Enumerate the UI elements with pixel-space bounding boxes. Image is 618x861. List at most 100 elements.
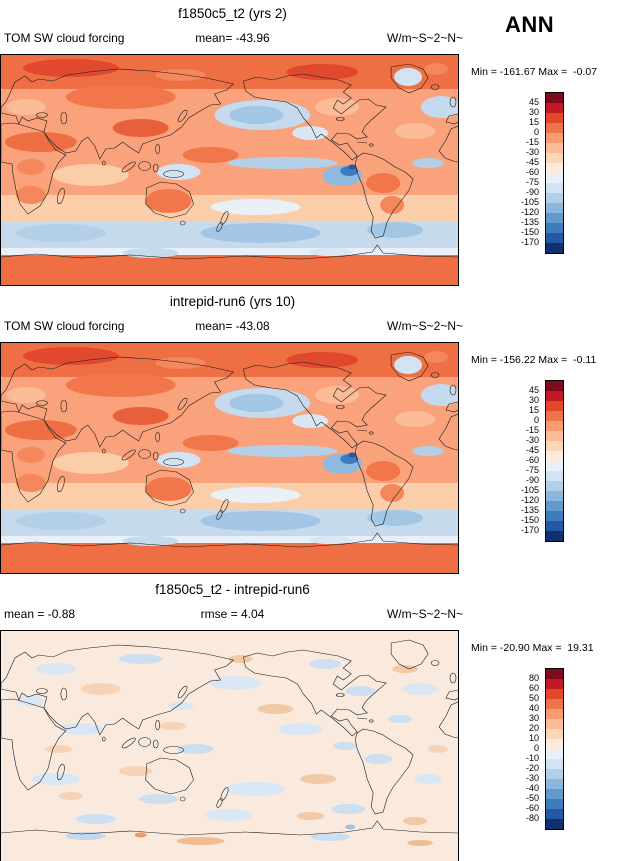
colorbar-cell <box>546 759 563 769</box>
colorbar-cell <box>546 223 563 233</box>
world-map-svg-3 <box>1 631 458 861</box>
colorbar-tick-label: 80 <box>528 673 539 683</box>
minmax-label: Min = -156.22 Max = -0.11 <box>471 354 597 366</box>
season-label: ANN <box>505 12 555 37</box>
panel-subheader: TOM SW cloud forcing mean= -43.08 W/m~S~… <box>0 319 465 334</box>
colorbar-tick-label: -150 <box>520 227 539 237</box>
colorbar-tick-label: 45 <box>528 385 539 395</box>
minmax-label: Min = -20.90 Max = 19.31 <box>471 642 594 654</box>
colorbar-tick-label: -135 <box>520 217 539 227</box>
colorbar-cell <box>546 193 563 203</box>
colorbar-cell <box>546 491 563 501</box>
colorbar: 45 30 15 0 -15 -30 -45 -60 -75 -90 -105 -120 -135 -15… <box>511 380 611 542</box>
colorbar-tick-label: -150 <box>520 515 539 525</box>
colorbar-tick-label: -105 <box>520 485 539 495</box>
colorbar-cell <box>546 531 563 541</box>
colorbar-strip <box>545 668 564 830</box>
colorbar-cell <box>546 411 563 421</box>
colorbar-tick-label: -80 <box>525 813 539 823</box>
map-row: Min = -161.67 Max = -0.07 45 30 15 0 -15 -30-… <box>0 54 618 286</box>
colorbar-cell <box>546 809 563 819</box>
colorbar-cell <box>546 173 563 183</box>
rmse-label: rmse = 4.04 <box>200 607 265 621</box>
colorbar-tick-label: 30 <box>528 107 539 117</box>
colorbar-cell <box>546 153 563 163</box>
world-map-svg-1 <box>1 55 458 285</box>
panel-title: f1850c5_t2 - intrepid-run6 <box>155 582 310 597</box>
colorbar-strip <box>545 92 564 254</box>
colorbar-tick-label: -30 <box>525 147 539 157</box>
colorbar-tick-label: -40 <box>525 783 539 793</box>
colorbar-tick-label: 45 <box>528 97 539 107</box>
colorbar-cell <box>546 113 563 123</box>
colorbar-tick-label: -60 <box>525 803 539 813</box>
colorbar-cell <box>546 431 563 441</box>
contour-field <box>1 631 458 861</box>
colorbar-tick-label: 30 <box>528 713 539 723</box>
variable-label: TOM SW cloud forcing <box>4 31 125 45</box>
colorbar-tick-label: -170 <box>520 525 539 535</box>
colorbar-tick-label: 0 <box>533 415 539 425</box>
colorbar-cell <box>546 183 563 193</box>
map-plot-2 <box>0 342 459 574</box>
colorbar-cell <box>546 729 563 739</box>
contour-field <box>1 55 458 285</box>
colorbar-tick-label: -50 <box>525 793 539 803</box>
colorbar-cell <box>546 669 563 679</box>
panel-title: intrepid-run6 (yrs 10) <box>169 294 296 309</box>
colorbar-cell <box>546 163 563 173</box>
colorbar-cell <box>546 481 563 491</box>
colorbar-cell <box>546 203 563 213</box>
colorbar-cell <box>546 501 563 511</box>
panel-case2: intrepid-run6 (yrs 10) TOM SW cloud forc… <box>0 286 618 574</box>
minmax-label: Min = -161.67 Max = -0.07 <box>471 66 598 78</box>
colorbar-tick-label: -30 <box>525 773 539 783</box>
world-map-svg-2 <box>1 343 458 573</box>
colorbar-cell <box>546 133 563 143</box>
colorbar-cell <box>546 441 563 451</box>
colorbar-tick-label: -60 <box>525 455 539 465</box>
colorbar-cell <box>546 699 563 709</box>
map-sidebar: Min = -161.67 Max = -0.07 45 30 15 0 -15 -30-… <box>459 54 611 286</box>
colorbar-cell <box>546 103 563 113</box>
colorbar-cell <box>546 689 563 699</box>
colorbar-tick-label: 0 <box>533 743 539 753</box>
mean-label: mean= -43.96 <box>195 31 270 45</box>
colorbar-tick-label: 0 <box>533 127 539 137</box>
colorbar-cell <box>546 739 563 749</box>
colorbar-cell <box>546 461 563 471</box>
colorbar: 80 60 50 40 30 20 10 0 -10 -20 -30 -40 -50 -60 -80 <box>511 668 611 830</box>
colorbar-tick-label: 10 <box>528 733 539 743</box>
map-row: Min = -156.22 Max = -0.11 45 30 15 0 -15 -30-… <box>0 342 618 574</box>
colorbar-tick-label: -170 <box>520 237 539 247</box>
colorbar-tick-label: -90 <box>525 475 539 485</box>
colorbar-tick-label: -105 <box>520 197 539 207</box>
colorbar-tick-label: -10 <box>525 753 539 763</box>
colorbar-cell <box>546 789 563 799</box>
colorbar-cell <box>546 471 563 481</box>
colorbar-tick-label: -15 <box>525 425 539 435</box>
colorbar-tick-label: 20 <box>528 723 539 733</box>
colorbar-cell <box>546 391 563 401</box>
colorbar: 45 30 15 0 -15 -30 -45 -60 -75 -90 -105 -120 -135 -15… <box>511 92 611 254</box>
colorbar-cell <box>546 233 563 243</box>
panel-subheader: mean = -0.88 rmse = 4.04 W/m~S~2~N~ <box>0 607 465 622</box>
colorbar-cell <box>546 819 563 829</box>
colorbar-cell <box>546 243 563 253</box>
colorbar-tick-label: -30 <box>525 435 539 445</box>
colorbar-cell <box>546 123 563 133</box>
colorbar-tick-label: -45 <box>525 157 539 167</box>
colorbar-tick-label: 60 <box>528 683 539 693</box>
units-label: W/m~S~2~N~ <box>386 607 463 621</box>
coastlines <box>1 63 458 260</box>
variable-label: TOM SW cloud forcing <box>4 319 125 333</box>
panel-case1: f1850c5_t2 (yrs 2) TOM SW cloud forcing … <box>0 0 618 286</box>
colorbar-strip <box>545 380 564 542</box>
colorbar-cell <box>546 381 563 391</box>
colorbar-cell <box>546 421 563 431</box>
mean-label: mean= -43.08 <box>195 319 270 333</box>
colorbar-cell <box>546 143 563 153</box>
colorbar-tick-label: -60 <box>525 167 539 177</box>
colorbar-labels: 45 30 15 0 -15 -30 -45 -60 -75 -90 -105 -120 -135 -15… <box>511 92 545 252</box>
